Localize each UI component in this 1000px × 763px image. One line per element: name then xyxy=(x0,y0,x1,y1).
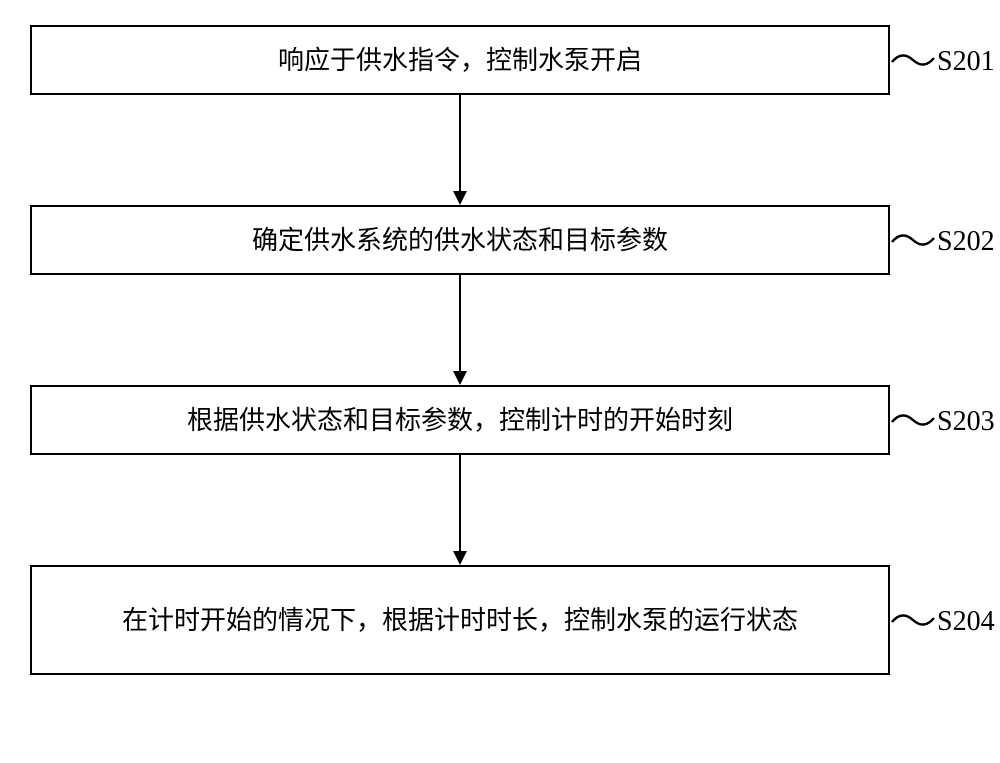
flow-node-3-text: 根据供水状态和目标参数，控制计时的开始时刻 xyxy=(187,401,733,440)
flow-node-3: 根据供水状态和目标参数，控制计时的开始时刻 xyxy=(30,385,890,455)
step-label-3: S203 xyxy=(937,406,995,438)
step-label-1: S201 xyxy=(937,46,995,78)
flow-arrow-3 xyxy=(450,455,470,567)
flowchart-canvas: 响应于供水指令，控制水泵开启 确定供水系统的供水状态和目标参数 根据供水状态和目… xyxy=(0,0,1000,763)
tilde-connector-1 xyxy=(890,48,936,72)
tilde-connector-4 xyxy=(890,608,936,632)
flow-arrow-1 xyxy=(450,95,470,207)
flow-node-1: 响应于供水指令，控制水泵开启 xyxy=(30,25,890,95)
flow-arrow-2 xyxy=(450,275,470,387)
flow-node-2-text: 确定供水系统的供水状态和目标参数 xyxy=(252,221,668,260)
flow-node-2: 确定供水系统的供水状态和目标参数 xyxy=(30,205,890,275)
tilde-connector-2 xyxy=(890,228,936,252)
tilde-connector-3 xyxy=(890,408,936,432)
flow-node-1-text: 响应于供水指令，控制水泵开启 xyxy=(278,41,642,80)
flow-node-4-text: 在计时开始的情况下，根据计时时长，控制水泵的运行状态 xyxy=(122,601,798,640)
flow-node-4: 在计时开始的情况下，根据计时时长，控制水泵的运行状态 xyxy=(30,565,890,675)
step-label-4: S204 xyxy=(937,606,995,638)
step-label-2: S202 xyxy=(937,226,995,258)
